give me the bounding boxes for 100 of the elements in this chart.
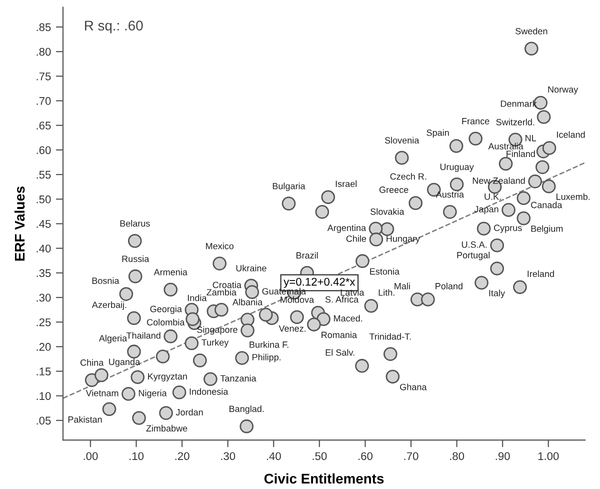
x-tick-label: .50 [312, 452, 327, 460]
y-tick-label: .05 [36, 416, 51, 425]
x-tick-label: .60 [358, 452, 372, 460]
y-tick-label: .10 [36, 392, 51, 400]
annotation: Singapore [197, 326, 238, 335]
y-tick-label: .40 [36, 244, 51, 252]
annotation: Austria [436, 191, 464, 198]
annotation: Sweden [516, 28, 548, 34]
annotation: Trinidad-T. [369, 333, 411, 340]
annotation: Estonia [370, 268, 400, 275]
annotation: Uganda [109, 358, 140, 367]
annotation: Slovenia [384, 136, 420, 144]
annotation: Romania [322, 331, 357, 338]
annotation: Kyrgyztan [148, 373, 187, 382]
annotation: Finland [506, 150, 535, 158]
annotation: Spain [426, 129, 449, 138]
annotation: Hungary [386, 236, 420, 244]
y-tick-label: .15 [36, 368, 51, 376]
annotation: Chile [346, 235, 366, 242]
annotation: S. Africa [325, 296, 359, 303]
annotation: Belgium [531, 225, 563, 234]
annotation: Argentina [327, 224, 366, 233]
annotation: Norway [548, 86, 578, 94]
y-tick-label: .45 [36, 220, 51, 228]
y-tick-label: .30 [36, 294, 51, 302]
annotation: Turkey [202, 339, 229, 348]
y-tick-label: .70 [36, 97, 51, 105]
annotation: Algeria [98, 334, 128, 344]
annotation: U.K. [484, 194, 501, 200]
annotation: y=0.12+0.42*x [284, 278, 356, 288]
annotation: Zambia [206, 288, 236, 296]
y-tick-label: .25 [36, 318, 51, 326]
annotation: R sq.: .60 [85, 20, 143, 34]
y-tick-label: .50 [36, 195, 51, 204]
annotation: Croatia [212, 281, 242, 288]
annotation: Philipp. [252, 354, 281, 362]
annotation: Jordan [176, 408, 203, 416]
annotation: Banglad. [230, 405, 264, 414]
y-tick-label: .20 [36, 342, 51, 351]
x-tick-label: .80 [450, 452, 464, 460]
annotation: Mexico [206, 242, 234, 250]
x-tick-label: .00 [84, 452, 98, 460]
annotation: U.S.A. [462, 241, 487, 248]
annotation: Greece [379, 186, 408, 193]
annotation: Maced. [334, 314, 362, 322]
annotation: Pakistan [68, 416, 102, 423]
y-tick-label: .35 [36, 269, 51, 278]
annotation: Israel [336, 180, 357, 188]
x-tick-label: 1.00 [538, 452, 559, 460]
annotation: Armenia [154, 268, 188, 276]
annotation: Russia [122, 255, 150, 262]
annotation: Japan [474, 206, 498, 214]
annotation: Colombia [147, 318, 185, 326]
y-axis-title: ERF Values [14, 186, 25, 261]
annotation: Cyprus [494, 224, 522, 233]
annotation: Czech R. [390, 173, 426, 180]
annotation: Iceland [557, 131, 585, 138]
y-tick-label: .85 [36, 23, 51, 32]
annotation: Latvia [340, 289, 364, 296]
annotation: Nigeria [138, 390, 167, 398]
annotation: Moldova [280, 296, 314, 303]
annotation: Italy [489, 290, 505, 298]
x-tick-label: .10 [130, 452, 144, 460]
annotation: Ukraine [236, 264, 266, 272]
x-tick-label: .40 [266, 452, 281, 460]
x-tick-label: .30 [221, 452, 236, 460]
annotation: Burkina F. [250, 341, 288, 348]
annotation: El Salv. [326, 349, 354, 356]
y-tick-label: .65 [36, 122, 51, 130]
annotation: Switzerld. [496, 118, 534, 126]
y-tick-label: .60 [36, 146, 51, 154]
annotation: Vietnam [86, 390, 118, 396]
annotation: Portugal [457, 252, 490, 260]
annotation: New Zealand [472, 177, 525, 184]
annotation: Bosnia [92, 277, 120, 284]
annotation: Australia [488, 142, 524, 150]
x-tick-label: .20 [175, 452, 190, 460]
annotation: Venez. [278, 325, 306, 332]
annotation: Indonesia [190, 388, 228, 395]
annotation: Canada [531, 202, 562, 208]
annotation: Albania [232, 298, 263, 306]
y-tick-label: .80 [36, 48, 51, 56]
annotation: Uruguay [440, 164, 474, 172]
annotation: Luxemb. [556, 193, 590, 200]
annotation: Ghana [400, 384, 427, 390]
annotation: Thailand [126, 332, 160, 339]
annotation: China [80, 359, 104, 366]
annotation: Poland [436, 282, 462, 290]
x-tick-label: .70 [404, 452, 418, 460]
annotation: Zimbabwe [146, 424, 188, 432]
annotation: Bulgaria [272, 182, 306, 192]
x-axis-title: Civic Entitlements [264, 473, 384, 484]
annotation: France [462, 118, 490, 124]
x-tick-label: .90 [496, 452, 510, 460]
annotation: Ireland [528, 270, 554, 278]
annotation: Lith. [378, 289, 394, 296]
y-tick-label: .55 [36, 170, 51, 179]
annotation: Georgia [150, 306, 182, 314]
annotation: India [188, 294, 207, 302]
annotation: NL [526, 135, 536, 142]
